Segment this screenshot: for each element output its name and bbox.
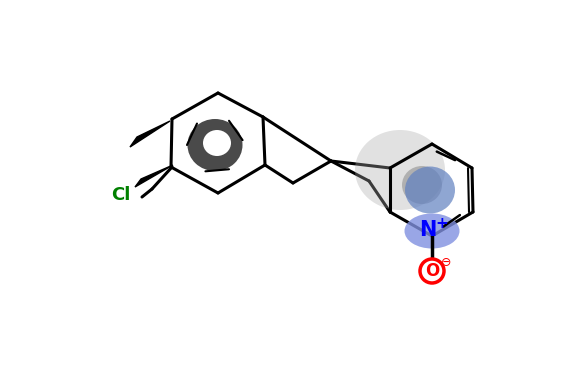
Ellipse shape [402, 166, 442, 204]
Ellipse shape [404, 214, 460, 249]
Ellipse shape [355, 130, 445, 210]
Circle shape [420, 259, 444, 283]
Text: +: + [435, 217, 448, 231]
Ellipse shape [188, 119, 242, 171]
Polygon shape [135, 165, 173, 187]
Text: Cl: Cl [111, 186, 130, 204]
Text: N: N [419, 220, 437, 240]
Polygon shape [130, 121, 170, 147]
Text: ⊖: ⊖ [441, 256, 451, 269]
Text: O: O [425, 262, 439, 280]
Ellipse shape [405, 166, 455, 214]
Ellipse shape [203, 130, 231, 156]
